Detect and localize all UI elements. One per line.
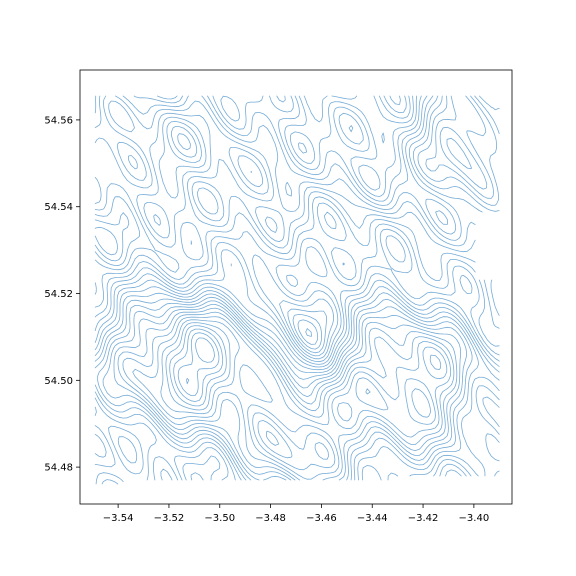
contour-line bbox=[132, 316, 455, 481]
contour-line bbox=[298, 95, 411, 154]
x-tick-label: −3.50 bbox=[204, 513, 235, 524]
contour-line bbox=[94, 95, 457, 345]
contour-line bbox=[94, 126, 500, 485]
contour-line bbox=[173, 328, 280, 446]
y-tick-label: 54.50 bbox=[44, 376, 73, 387]
x-tick-label: −3.44 bbox=[357, 513, 388, 524]
contour-line bbox=[113, 304, 467, 481]
contour-line bbox=[97, 296, 479, 481]
x-tick-label: −3.48 bbox=[255, 513, 286, 524]
contour-line bbox=[165, 322, 448, 471]
x-tick-label: −3.52 bbox=[154, 513, 185, 524]
contour-line bbox=[94, 95, 462, 350]
contour-line bbox=[94, 95, 500, 357]
contour-line bbox=[186, 337, 215, 385]
y-tick-label: 54.54 bbox=[44, 202, 73, 213]
contour-line bbox=[169, 325, 442, 460]
contour-line bbox=[94, 286, 500, 481]
contour-line bbox=[94, 279, 500, 481]
y-tick-label: 54.56 bbox=[44, 115, 73, 126]
x-tick-label: −3.46 bbox=[306, 513, 337, 524]
contour-line bbox=[94, 133, 500, 485]
contour-line bbox=[94, 292, 500, 481]
x-axis: −3.54 −3.52 −3.50 −3.48 −3.46 −3.44 −3.42 −3.40 bbox=[103, 504, 489, 524]
contour-line bbox=[177, 332, 220, 396]
contour-line bbox=[117, 307, 461, 481]
contour-line bbox=[220, 95, 417, 197]
contour-lines bbox=[94, 95, 500, 485]
contour-line bbox=[122, 311, 458, 481]
contour-line bbox=[102, 300, 473, 481]
contour-line bbox=[160, 319, 452, 480]
x-tick-label: −3.40 bbox=[459, 513, 490, 524]
y-tick-label: 54.48 bbox=[44, 463, 73, 474]
x-tick-label: −3.54 bbox=[103, 513, 134, 524]
y-axis: 54.48 54.50 54.52 54.54 54.56 bbox=[44, 115, 80, 474]
plot-area bbox=[79, 69, 513, 505]
contour-line bbox=[94, 95, 500, 363]
y-tick-label: 54.52 bbox=[44, 289, 73, 300]
contour-line bbox=[290, 95, 414, 191]
contour-line bbox=[94, 95, 500, 354]
x-tick-label: −3.42 bbox=[408, 513, 439, 524]
contour-line bbox=[94, 95, 448, 337]
axes-frame bbox=[79, 69, 513, 505]
contour-line bbox=[94, 95, 500, 360]
contour-line bbox=[389, 95, 401, 105]
contour-line bbox=[383, 95, 407, 114]
